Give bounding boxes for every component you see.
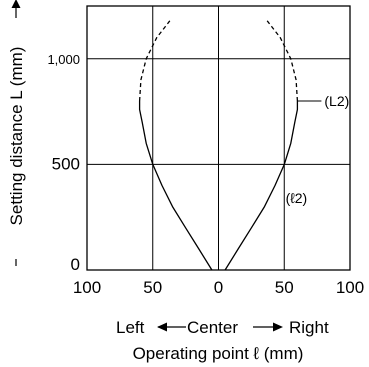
annotation-L2: (L2): [324, 93, 349, 109]
plot-border: [86, 5, 351, 271]
series-layer: [138, 20, 299, 271]
series-right-solid: [224, 101, 299, 271]
plot-frame: [86, 5, 351, 271]
direction-center: Center: [187, 318, 238, 337]
y-axis-label-arrow-head: [11, 0, 21, 8]
annotation-l2: (ℓ2): [286, 190, 308, 206]
x-tick-label: 50: [275, 278, 294, 297]
y-tick-label: 1,000: [47, 52, 80, 67]
y-axis-label-group: Setting distance L (mm): [7, 0, 26, 266]
grid: [87, 6, 350, 270]
x-tick-label: 100: [73, 278, 101, 297]
y-tick-label: 500: [52, 154, 80, 173]
arrow-left-head: [157, 322, 167, 332]
y-tick-labels: 0 500 1,000: [47, 52, 80, 274]
x-tick-label: 0: [214, 278, 223, 297]
annotations: (L2) (ℓ2): [286, 93, 350, 206]
x-axis-label: Operating point ℓ (mm): [133, 344, 304, 363]
x-tick-label: 50: [143, 278, 162, 297]
y-tick-label: 0: [71, 255, 80, 274]
series-left-solid: [138, 101, 213, 271]
direction-label: Left Center Right: [116, 318, 329, 337]
x-tick-labels: 100 50 0 50 100: [73, 278, 364, 297]
arrow-right-head: [273, 322, 283, 332]
direction-left: Left: [116, 318, 145, 337]
series-left-dashed: [138, 20, 171, 102]
series-right-dashed: [266, 20, 299, 102]
x-tick-label: 100: [336, 278, 364, 297]
y-axis-label: Setting distance L (mm): [7, 47, 26, 226]
direction-right: Right: [289, 318, 329, 337]
